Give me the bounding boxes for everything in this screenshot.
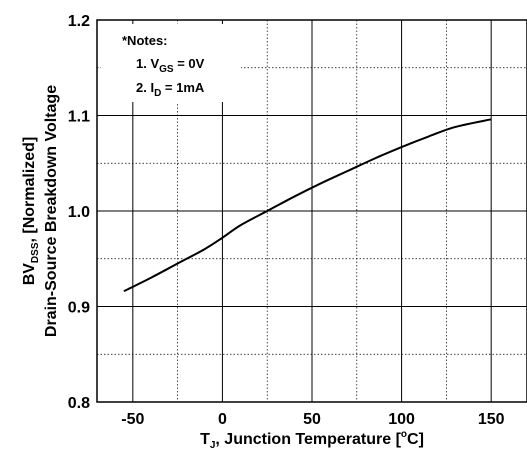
- x-axis-title: TJ, Junction Temperature [oC]: [200, 429, 424, 451]
- y-tick-label: 1.1: [68, 109, 90, 126]
- y-tick-label: 0.9: [68, 300, 90, 317]
- notes-line-2: 2. ID = 1mA: [136, 80, 205, 99]
- notes-line-1: 1. VGS = 0V: [136, 56, 205, 75]
- notes-background: [101, 24, 241, 102]
- notes-box: *Notes: 1. VGS = 0V 2. ID = 1mA: [101, 24, 241, 102]
- y-tick-label: 1.2: [68, 13, 90, 30]
- x-tick-label: 50: [303, 411, 321, 428]
- y-tick-label: 1.0: [68, 204, 90, 221]
- y-axis-title: BVDSS, [Normalized] Drain-Source Breakdo…: [21, 85, 60, 337]
- y-axis-title-line-1: BVDSS, [Normalized]: [21, 137, 41, 286]
- plot-frame: [96, 19, 527, 403]
- notes-title: *Notes:: [122, 33, 168, 48]
- y-axis-title-line-2: Drain-Source Breakdown Voltage: [43, 85, 60, 337]
- y-tick-label: 0.8: [68, 395, 90, 412]
- breakdown-voltage-curve: [123, 118, 492, 293]
- x-tick-label: -50: [121, 411, 144, 428]
- tick-labels: -50 0 50 100 150 0.8 0.9 1.0 1.1 1.2: [68, 13, 505, 428]
- x-tick-label: 150: [478, 411, 505, 428]
- x-tick-label: 0: [218, 411, 227, 428]
- x-tick-label: 100: [388, 411, 415, 428]
